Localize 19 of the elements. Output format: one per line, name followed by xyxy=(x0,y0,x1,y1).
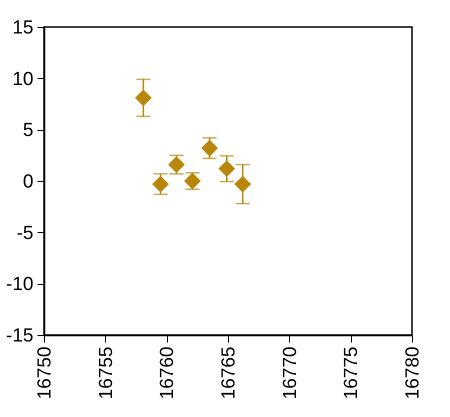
point xyxy=(134,89,152,106)
y-tick-label: -15 xyxy=(6,326,34,346)
point xyxy=(234,176,252,192)
y-tick-label: 5 xyxy=(22,120,34,142)
y-tick-label: 15 xyxy=(12,18,34,38)
y-tick-label: 10 xyxy=(12,68,34,90)
point xyxy=(218,160,236,178)
x-tick-label: 16755 xyxy=(96,346,117,400)
y-tick-label: -5 xyxy=(16,222,34,244)
y-tick-label: -10 xyxy=(6,274,34,296)
x-tick-label: 16750 xyxy=(34,346,56,400)
x-tick-label: 16775 xyxy=(341,346,362,400)
x-tick-label: 16780 xyxy=(402,346,424,400)
point xyxy=(201,140,218,157)
y-tick-label: 0 xyxy=(22,172,34,192)
x-tick-label: 16760 xyxy=(157,346,178,400)
x-tick-label: 16770 xyxy=(280,346,301,400)
point xyxy=(152,176,169,192)
x-tick-label: 16765 xyxy=(218,346,240,400)
